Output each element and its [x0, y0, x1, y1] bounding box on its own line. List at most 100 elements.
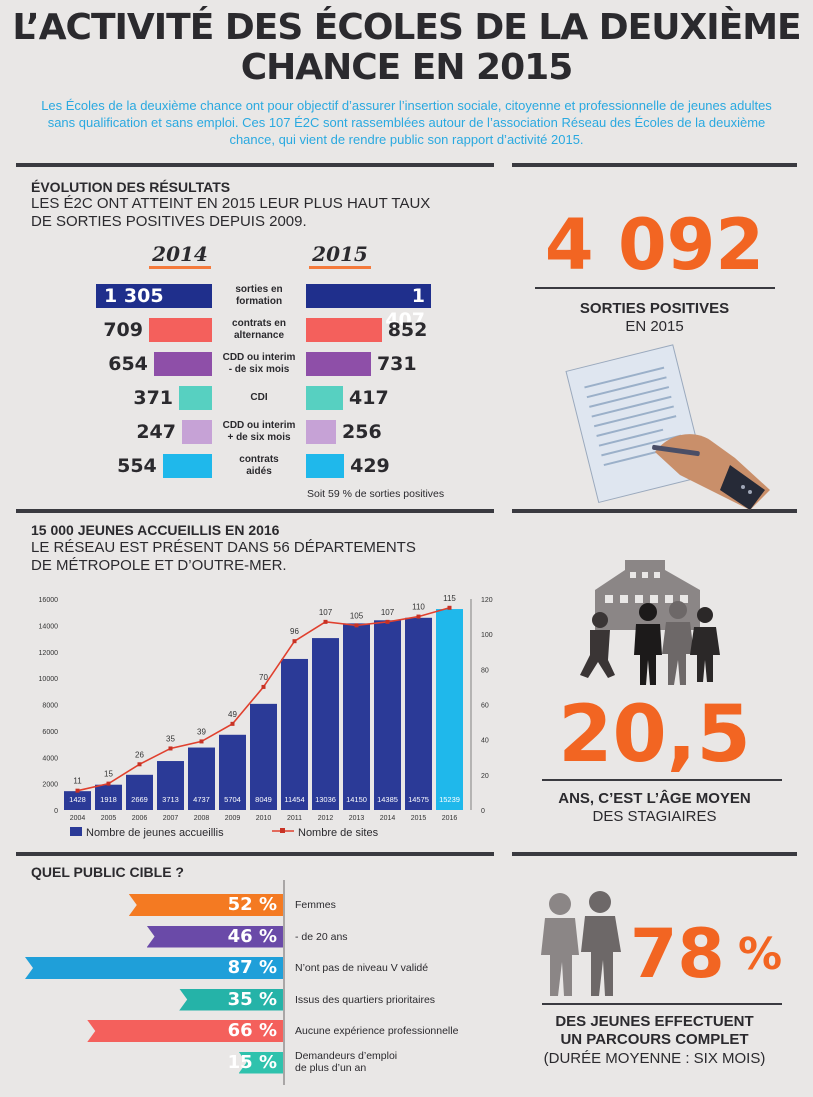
public-label-line-1: Demandeurs d’emploi — [295, 1049, 398, 1062]
y2-tick-label: 20 — [481, 773, 489, 780]
sites-point — [292, 639, 297, 644]
bar-2014 — [153, 352, 212, 376]
sites-label: 107 — [381, 608, 395, 617]
bar-2015 — [306, 454, 345, 478]
network-subtitle-line-2: DE MÉTROPOLE ET D’OUTRE-MER. — [31, 557, 287, 574]
positive-exits-number: 4 092 — [544, 204, 765, 286]
x-tick-label: 2009 — [225, 815, 241, 822]
complete-path-caption-line-2: UN PARCOURS COMPLET — [560, 1031, 749, 1048]
row-label: contrats aidés — [212, 454, 306, 478]
sites-label: 96 — [290, 627, 299, 636]
value-2015: 256 — [342, 421, 382, 443]
y2-tick-label: 100 — [481, 632, 493, 639]
legend-marker — [280, 828, 285, 833]
axis-line — [283, 880, 285, 1085]
y-tick-label: 14000 — [39, 623, 59, 630]
bar-label: 5704 — [224, 795, 241, 804]
public-label: - de 20 ans — [295, 931, 348, 943]
results-heading: ÉVOLUTION DES RÉSULTATS — [31, 179, 231, 195]
bar-label: 15239 — [439, 795, 460, 804]
bar — [281, 658, 308, 810]
bar — [405, 617, 432, 810]
public-value: 87 % — [227, 957, 277, 978]
sites-label: 49 — [228, 710, 237, 719]
bar-2015 — [306, 420, 336, 444]
y-tick-label: 10000 — [39, 676, 59, 683]
row-label-line-1: sorties en — [235, 284, 283, 295]
public-label-line-1: Femmes — [295, 899, 336, 911]
row-label-line-1: CDD ou interim — [222, 420, 296, 431]
value-2014: 654 — [108, 353, 148, 375]
row-label: CDD ou interim - de six mois — [212, 352, 306, 376]
value-2014: 709 — [103, 319, 143, 341]
bar-2015 — [306, 318, 382, 342]
y-tick-label: 4000 — [42, 755, 58, 762]
results-subtitle-line-1: LES É2C ONT ATTEINT EN 2015 LEUR PLUS HA… — [31, 195, 431, 212]
x-tick-label: 2005 — [101, 815, 117, 822]
sites-label: 110 — [412, 603, 425, 612]
bar — [436, 609, 463, 810]
bar-2015 — [306, 386, 344, 410]
y-tick-label: 6000 — [42, 729, 58, 736]
complete-path-duration: (DURÉE MOYENNE : SIX MOIS) — [543, 1050, 766, 1067]
sites-label: 15 — [104, 770, 113, 779]
bar — [343, 623, 370, 810]
page-title: L’ACTIVITÉ DES ÉCOLES DE LA DEUXIÈME CHA… — [0, 8, 813, 88]
y-tick-label: 2000 — [42, 782, 58, 789]
row-label-line-2: alternance — [233, 330, 285, 341]
x-tick-label: 2006 — [132, 815, 148, 822]
network-subtitle: LE RÉSEAU EST PRÉSENT DANS 56 DÉPARTEMEN… — [31, 539, 416, 575]
row-label: sorties en formation — [212, 284, 306, 308]
sites-point — [323, 619, 328, 624]
divider — [542, 1003, 782, 1005]
x-tick-label: 2010 — [256, 815, 272, 822]
results-subtitle-line-2: DE SORTIES POSITIVES DEPUIS 2009. — [31, 213, 307, 230]
row-label-line-2: - de six mois — [228, 364, 290, 375]
sites-point — [106, 781, 111, 786]
bar-2014 — [96, 284, 212, 308]
average-age-caption-sub: DES STAGIAIRES — [592, 808, 717, 825]
two-people-icon — [535, 890, 630, 1000]
bar-label: 14385 — [377, 795, 398, 804]
y2-tick-label: 60 — [481, 703, 489, 710]
year-underline — [149, 266, 211, 269]
sites-label: 35 — [166, 734, 175, 743]
legend-swatch-bars — [70, 827, 82, 836]
sites-label: 107 — [319, 608, 333, 617]
divider — [512, 163, 797, 167]
bar — [157, 761, 184, 810]
x-tick-label: 2014 — [380, 815, 396, 822]
public-value: 35 % — [227, 988, 277, 1010]
divider — [512, 509, 797, 513]
row-label-line-2: aidés — [246, 466, 272, 477]
bar — [188, 747, 215, 810]
sites-point — [75, 788, 80, 793]
y2-tick-label: 120 — [481, 597, 493, 604]
bar-2014 — [162, 454, 212, 478]
public-label: Aucune expérience professionnelle — [295, 1025, 458, 1037]
sites-label: 115 — [443, 594, 456, 603]
bar-label: 1918 — [100, 795, 117, 804]
people-building-icon — [570, 550, 730, 690]
public-bar — [25, 957, 283, 979]
title-line-2: CHANCE EN 2015 — [240, 47, 574, 88]
bar-label: 8049 — [255, 795, 272, 804]
x-tick-label: 2007 — [163, 815, 179, 822]
bar-label: 2669 — [131, 795, 148, 804]
sites-label: 11 — [73, 777, 82, 786]
bar-label: 3713 — [162, 795, 179, 804]
row-label-line-1: contrats en — [232, 318, 286, 329]
public-label: Demandeurs d’emploi de plus d’un an — [295, 1050, 397, 1074]
row-label-line-1: CDD ou interim — [222, 352, 296, 363]
percent-sign: % — [738, 929, 783, 980]
sites-point — [168, 746, 173, 751]
title-line-1: L’ACTIVITÉ DES ÉCOLES DE LA DEUXIÈME — [12, 7, 801, 48]
public-label: Femmes — [295, 899, 336, 911]
sites-label: 105 — [350, 611, 364, 620]
y2-tick-label: 0 — [481, 808, 485, 815]
average-age-caption: ANS, C’EST L’ÂGE MOYEN — [558, 790, 751, 807]
public-value: 66 % — [227, 1020, 277, 1041]
y-tick-label: 8000 — [42, 703, 58, 710]
sites-label: 70 — [259, 673, 268, 682]
sites-point — [199, 739, 204, 744]
